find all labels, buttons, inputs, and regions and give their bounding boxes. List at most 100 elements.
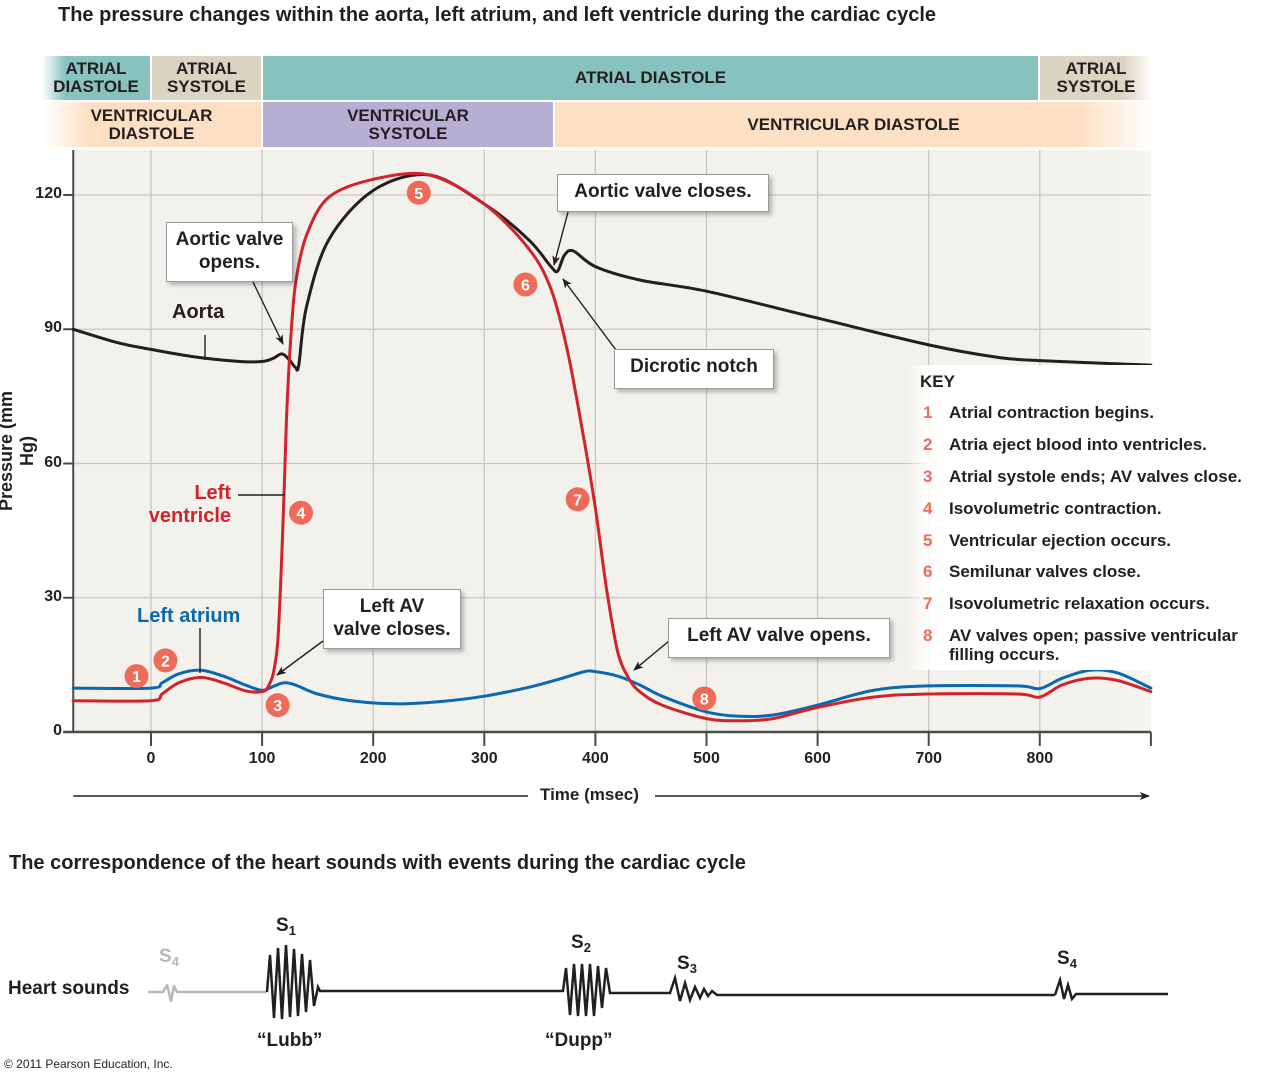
annotation-badge-3: 3 <box>265 693 290 718</box>
key-item: 8 AV valves open; passive ventricular fil… <box>923 626 1273 664</box>
s-base: S <box>677 953 690 974</box>
left-ventricle-label-line1: Left <box>194 482 231 504</box>
phase-atrial-systole-1: ATRIAL SYSTOLE <box>152 56 261 100</box>
phase-label: ATRIAL <box>175 59 238 78</box>
key-item-number: 8 <box>923 626 933 645</box>
phase-label: VENTRICULAR <box>90 105 213 125</box>
arrow-aortic-valve-closes <box>552 211 569 266</box>
key-item-text: AV valves open; passive ventricular fill… <box>949 626 1238 664</box>
phase-label: ATRIAL <box>65 59 127 78</box>
s-base: S <box>1057 948 1070 969</box>
x-tick-label: 600 <box>804 750 831 767</box>
series-lines <box>71 171 1153 723</box>
s2-label: S2 <box>571 932 591 955</box>
left-atrium-line <box>71 668 1153 719</box>
s-sub: 3 <box>689 961 697 976</box>
callout-left-av-valve-closes: Left AV valve closes. <box>323 589 461 649</box>
annotation-badges: 1 2 3 4 5 6 7 8 <box>124 180 717 718</box>
y-tick-label: 0 <box>53 722 62 739</box>
s4-wave <box>1053 975 1168 1002</box>
y-tick-label: 90 <box>44 319 62 337</box>
copyright: © 2011 Pearson Education, Inc. <box>4 1057 173 1071</box>
dupp-label: “Dupp” <box>545 1030 613 1051</box>
annotation-badge-6: 6 <box>513 272 538 297</box>
phase-ventricular-diastole-2: VENTRICULAR DIASTOLE <box>555 102 1152 147</box>
callout-text: Left AV <box>359 596 425 617</box>
s4-faded-label: S4 <box>159 946 179 969</box>
key-item-number: 4 <box>923 499 933 518</box>
callout-text: Aortic valve <box>175 229 284 250</box>
s-base: S <box>276 915 289 936</box>
key-item: 5 Ventricular ejection occurs. <box>923 531 1273 550</box>
phase-label: SYSTOLE <box>368 123 448 143</box>
axes <box>63 150 1152 800</box>
x-tick-label: 700 <box>915 750 943 767</box>
key-item: 4 Isovolumetric contraction. <box>923 499 1273 518</box>
badge-number: 8 <box>700 691 709 708</box>
annotation-badge-7: 7 <box>565 487 590 512</box>
badge-number: 2 <box>161 653 170 670</box>
annotation-badge-8: 8 <box>692 686 717 711</box>
key-item-text: Atria eject blood into ventricles. <box>949 435 1207 454</box>
annotation-badge-5: 5 <box>406 180 431 205</box>
aorta-label: Aorta <box>172 301 225 323</box>
key-item: 3 Atrial systole ends; AV valves close. <box>923 467 1273 486</box>
left-ventricle-label: Left ventricle <box>131 482 231 528</box>
callout-dicrotic-notch: Dicrotic notch <box>614 349 774 389</box>
badge-number: 4 <box>297 506 306 523</box>
s1-label: S1 <box>276 915 296 938</box>
phase-label: SYSTOLE <box>1056 77 1136 96</box>
x-tick-label: 400 <box>582 750 609 767</box>
key-item: 6 Semilunar valves close. <box>923 562 1273 581</box>
key-item-text: Isovolumetric contraction. <box>949 499 1162 518</box>
badge-circle <box>153 648 178 673</box>
y-tick-label: 30 <box>44 587 62 605</box>
s-sub: 4 <box>171 954 179 969</box>
chart-title: The pressure changes within the aorta, l… <box>58 4 937 26</box>
badge-circle <box>124 664 149 689</box>
s4-label: S4 <box>1057 948 1077 971</box>
phase-ventricular-diastole-1: VENTRICULAR DIASTOLE <box>42 102 261 147</box>
s2-wave <box>560 963 642 1017</box>
y-axis-label: Pressure (mm Hg) <box>0 390 37 512</box>
phase-atrial-diastole-1: ATRIAL DIASTOLE <box>42 56 150 100</box>
s-base: S <box>571 932 584 953</box>
key-item-number: 7 <box>923 594 933 613</box>
key-item-number: 1 <box>923 403 933 422</box>
s1-wave <box>265 944 560 1020</box>
key-item-text: Atrial systole ends; AV valves close. <box>949 467 1242 486</box>
phase-label: VENTRICULAR DIASTOLE <box>747 114 960 134</box>
phase-label: SYSTOLE <box>166 77 247 96</box>
badge-number: 3 <box>273 698 282 715</box>
badge-circle <box>513 272 538 297</box>
key-item-text: Ventricular ejection occurs. <box>949 531 1172 550</box>
x-tick-label: 500 <box>693 750 720 767</box>
callout-text: valve closes. <box>333 619 451 640</box>
badge-number: 7 <box>573 492 582 509</box>
heart-sounds-label: Heart sounds <box>8 978 130 999</box>
phase-label: ATRIAL DIASTOLE <box>574 68 727 87</box>
lubb-label: “Lubb” <box>257 1030 323 1051</box>
badge-number: 5 <box>414 186 423 203</box>
badge-circle <box>565 487 590 512</box>
s3-label: S3 <box>677 953 697 976</box>
y-tick-label: 120 <box>35 185 62 202</box>
key-item-number: 5 <box>923 531 933 550</box>
phase-ventricular-systole: VENTRICULAR SYSTOLE <box>263 102 553 147</box>
x-tick-label: 800 <box>1026 750 1054 767</box>
left-ventricle-label-line2: ventricle <box>148 505 231 527</box>
heart-sounds-title: The correspondence of the heart sounds w… <box>9 852 746 874</box>
key-item: 7 Isovolumetric relaxation occurs. <box>923 594 1273 613</box>
key-item-number: 2 <box>923 435 933 454</box>
badge-number: 1 <box>132 669 141 686</box>
annotation-badge-1: 1 <box>124 664 149 689</box>
badge-circle <box>692 686 717 711</box>
key-panel: KEY 1 Atrial contraction begins. 2 Atria ej… <box>905 365 1273 670</box>
key-item: 1 Atrial contraction begins. <box>923 403 1273 422</box>
x-tick-label: 0 <box>146 750 156 767</box>
key-item-number: 3 <box>923 467 933 486</box>
annotation-badge-4: 4 <box>288 500 313 525</box>
s-sub: 4 <box>1069 956 1077 971</box>
s-sub: 1 <box>288 923 296 938</box>
phase-label: DIASTOLE <box>53 77 139 96</box>
